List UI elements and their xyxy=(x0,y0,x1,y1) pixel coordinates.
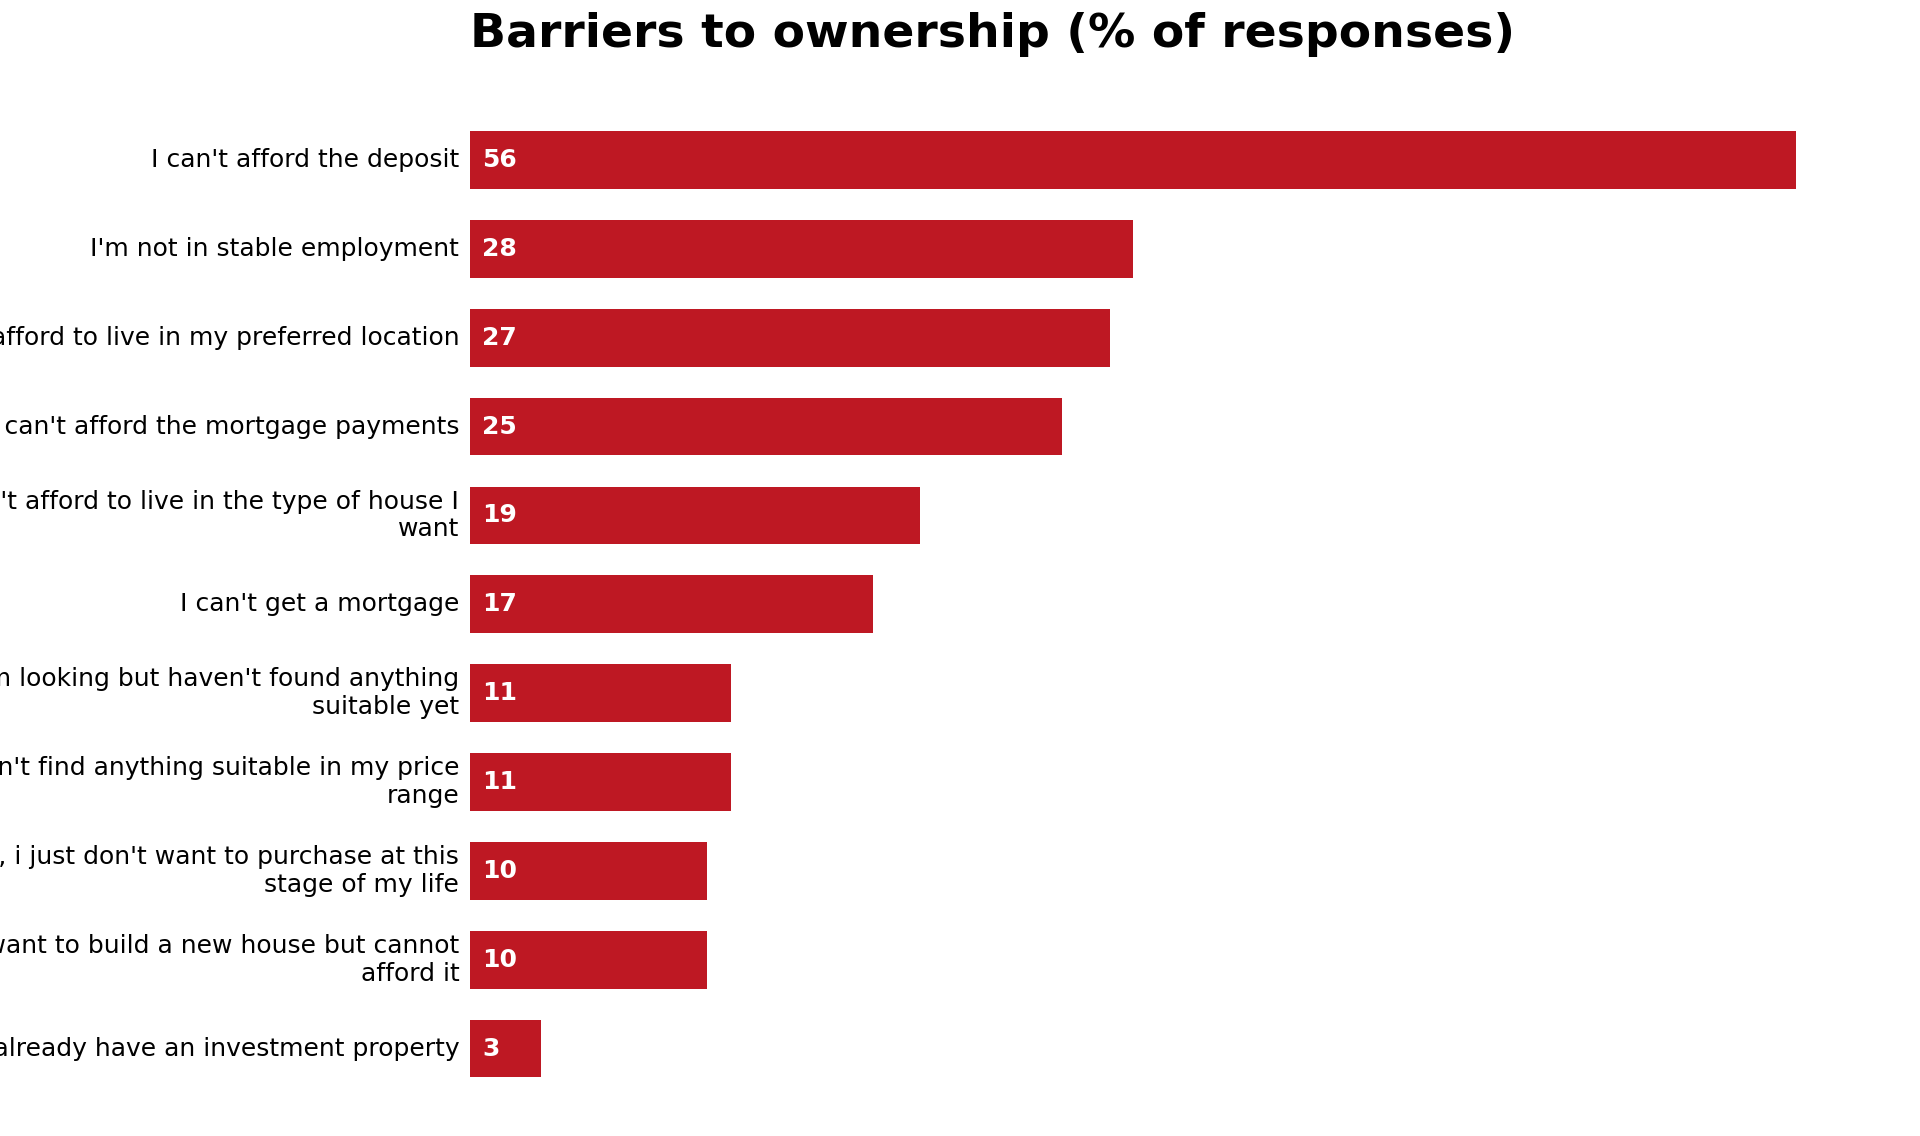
Text: 10: 10 xyxy=(482,859,516,883)
Text: Nothing, i just don't want to purchase at this
stage of my life: Nothing, i just don't want to purchase a… xyxy=(0,845,459,896)
Bar xyxy=(470,753,732,811)
Text: I can't afford the deposit: I can't afford the deposit xyxy=(152,148,459,172)
Bar xyxy=(470,930,707,988)
Text: I am looking but haven't found anything
suitable yet: I am looking but haven't found anything … xyxy=(0,667,459,719)
Text: I want to build a new house but cannot
afford it: I want to build a new house but cannot a… xyxy=(0,934,459,986)
Text: I can't find anything suitable in my price
range: I can't find anything suitable in my pri… xyxy=(0,757,459,808)
Text: 56: 56 xyxy=(482,148,516,172)
Text: 11: 11 xyxy=(482,682,516,705)
Text: I can't afford to live in my preferred location: I can't afford to live in my preferred l… xyxy=(0,326,459,350)
Text: 27: 27 xyxy=(482,326,516,350)
Text: I can't get a mortgage: I can't get a mortgage xyxy=(180,592,459,617)
Bar xyxy=(470,398,1062,456)
Bar xyxy=(470,309,1110,367)
Bar xyxy=(470,220,1133,277)
Text: 3: 3 xyxy=(482,1037,499,1061)
Bar xyxy=(470,486,920,544)
Text: I already have an investment property: I already have an investment property xyxy=(0,1037,459,1061)
Bar xyxy=(470,1020,541,1077)
Text: 10: 10 xyxy=(482,947,516,971)
Bar xyxy=(470,842,707,900)
Text: I'm not in stable employment: I'm not in stable employment xyxy=(90,237,459,261)
Text: 11: 11 xyxy=(482,770,516,794)
Bar xyxy=(470,576,874,633)
Text: I can't afford the mortgage payments: I can't afford the mortgage payments xyxy=(0,415,459,438)
Text: 19: 19 xyxy=(482,503,516,527)
Bar xyxy=(470,131,1797,189)
Text: 17: 17 xyxy=(482,592,516,617)
Text: I can't afford to live in the type of house I
want: I can't afford to live in the type of ho… xyxy=(0,490,459,542)
Text: 25: 25 xyxy=(482,415,516,438)
Bar xyxy=(470,665,732,722)
Text: 28: 28 xyxy=(482,237,516,261)
Text: Barriers to ownership (% of responses): Barriers to ownership (% of responses) xyxy=(470,11,1515,57)
